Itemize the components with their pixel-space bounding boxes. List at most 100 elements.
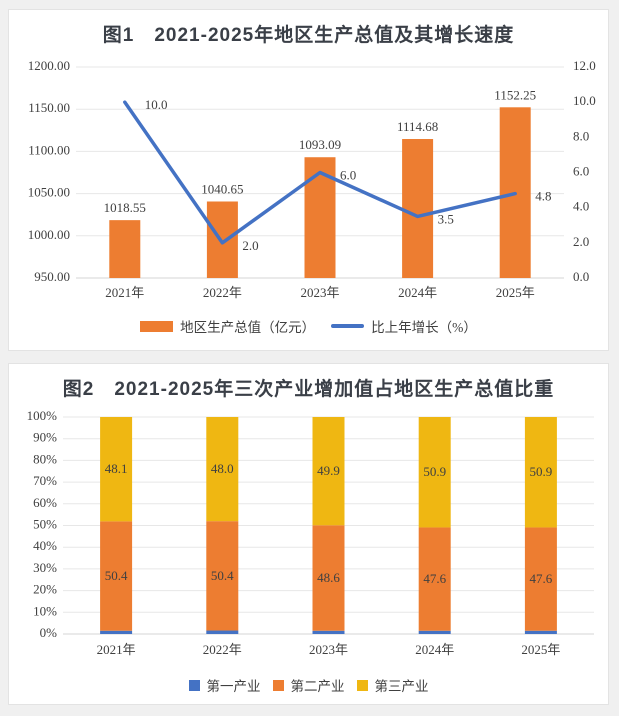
svg-text:10.0: 10.0 [573, 93, 596, 108]
svg-text:40%: 40% [33, 538, 57, 553]
legend-item-gdp: 地区生产总值（亿元） [140, 316, 315, 336]
svg-text:60%: 60% [33, 495, 57, 510]
svg-text:2024年: 2024年 [398, 285, 437, 300]
svg-text:2022年: 2022年 [203, 285, 242, 300]
secondary-industry-swatch-icon [272, 679, 284, 691]
svg-text:1000.00: 1000.00 [28, 227, 70, 242]
svg-text:1040.65: 1040.65 [201, 181, 243, 196]
chart2-title: 图2 2021-2025年三次产业增加值占地区生产总值比重 [62, 379, 555, 400]
svg-text:2025年: 2025年 [521, 642, 560, 657]
svg-text:2.0: 2.0 [242, 238, 258, 253]
chart1-plot: 950.00 1000.00 1050.00 1100.00 1150.00 1200.0… [28, 58, 596, 300]
stacked-segment [312, 630, 345, 634]
svg-text:2023年: 2023年 [300, 285, 339, 300]
svg-text:100%: 100% [27, 408, 58, 423]
secondary-industry-label: 第二产业 [290, 679, 345, 694]
svg-text:2021年: 2021年 [97, 642, 136, 657]
svg-text:49.9: 49.9 [317, 463, 340, 478]
growth-line-path [123, 100, 517, 245]
gdp-bar [402, 139, 434, 278]
chart1-card: 图1 2021-2025年地区生产总值及其增长速度 950.00 1000.00 1… [8, 9, 609, 351]
svg-text:0%: 0% [40, 625, 58, 640]
svg-text:950.00: 950.00 [34, 269, 70, 284]
svg-text:20%: 20% [33, 582, 57, 597]
gdp-bar [109, 220, 141, 278]
stacked-segment [418, 417, 451, 528]
svg-text:4.0: 4.0 [573, 199, 589, 214]
chart2-legend: 第一产业 第二产业 第三产业 [9, 675, 608, 695]
data-labels: 50.4 48.1 50.4 48.0 48.6 49.9 47.6 50.9 47.6 50.9 [105, 461, 553, 586]
legend-item-growth: 比上年增长（%） [331, 316, 477, 336]
primary-industry-label: 第一产业 [206, 679, 261, 694]
svg-text:1150.00: 1150.00 [28, 100, 70, 115]
svg-text:2021年: 2021年 [105, 285, 144, 300]
chart1-title: 图1 2021-2025年地区生产总值及其增长速度 [102, 25, 515, 46]
svg-text:48.6: 48.6 [317, 570, 340, 585]
svg-text:10%: 10% [33, 603, 57, 618]
growth-series-label: 比上年增长（%） [371, 320, 477, 335]
gdp-bar [304, 157, 336, 278]
stacked-segment [206, 630, 239, 634]
legend-item-secondary-industry: 第二产业 [272, 675, 345, 695]
svg-text:70%: 70% [33, 473, 57, 488]
stacked-segment [312, 417, 345, 526]
svg-text:2.0: 2.0 [573, 234, 589, 249]
chart2-plot: 0% 10% 20% 30% 40% 50% 60% 70% 80% 90% 100% 2021年 20… [27, 408, 594, 657]
gdp-series-label: 地区生产总值（亿元） [180, 320, 316, 335]
svg-text:50.9: 50.9 [530, 464, 553, 479]
svg-text:6.0: 6.0 [340, 167, 356, 182]
stacked-segment [524, 527, 557, 631]
svg-text:1018.55: 1018.55 [104, 200, 146, 215]
tertiary-industry-swatch-icon [356, 679, 368, 691]
svg-text:8.0: 8.0 [573, 128, 589, 143]
stacked-segment [418, 527, 451, 631]
svg-text:1093.09: 1093.09 [299, 137, 341, 152]
growth-line-swatch-icon [331, 324, 365, 328]
svg-text:47.6: 47.6 [423, 571, 446, 586]
svg-text:2024年: 2024年 [415, 642, 454, 657]
stacked-bars [100, 417, 557, 634]
stacked-segment [312, 525, 345, 631]
stacked-segment [418, 630, 451, 634]
stacked-segment [524, 417, 557, 528]
svg-text:1100.00: 1100.00 [28, 142, 70, 157]
svg-text:1152.25: 1152.25 [494, 87, 536, 102]
svg-text:80%: 80% [33, 451, 57, 466]
svg-text:48.1: 48.1 [105, 461, 128, 476]
stacked-segment [206, 521, 239, 631]
svg-text:90%: 90% [33, 430, 57, 445]
chart1-legend: 地区生产总值（亿元） 比上年增长（%） [9, 316, 608, 336]
data-labels: 1018.55 1040.65 1093.09 1114.68 1152.25 10.0 2… [104, 87, 552, 253]
chart2-card: 图2 2021-2025年三次产业增加值占地区生产总值比重 0% 10% 20% 30… [8, 363, 609, 705]
tertiary-industry-label: 第三产业 [374, 679, 429, 694]
svg-text:1050.00: 1050.00 [28, 185, 70, 200]
stacked-segment [100, 417, 133, 522]
svg-text:2025年: 2025年 [496, 285, 535, 300]
legend-item-primary-industry: 第一产业 [188, 675, 261, 695]
svg-text:48.0: 48.0 [211, 461, 234, 476]
svg-text:2022年: 2022年 [203, 642, 242, 657]
svg-text:10.0: 10.0 [145, 97, 168, 112]
svg-text:6.0: 6.0 [573, 163, 589, 178]
svg-text:4.8: 4.8 [535, 189, 551, 204]
svg-text:50%: 50% [33, 516, 57, 531]
svg-text:1114.68: 1114.68 [397, 119, 438, 134]
gdp-bar [206, 201, 238, 278]
axis-labels: 0% 10% 20% 30% 40% 50% 60% 70% 80% 90% 100% 2021年 20… [27, 408, 561, 657]
svg-text:1200.00: 1200.00 [28, 58, 70, 73]
svg-text:30%: 30% [33, 560, 57, 575]
svg-text:47.6: 47.6 [530, 571, 553, 586]
svg-text:0.0: 0.0 [573, 269, 589, 284]
svg-text:12.0: 12.0 [573, 58, 596, 73]
svg-text:50.9: 50.9 [423, 464, 446, 479]
gdp-bars [109, 107, 531, 279]
stacked-segment [100, 521, 133, 631]
gdp-bar-swatch-icon [140, 320, 174, 332]
growth-line [123, 100, 517, 245]
primary-industry-swatch-icon [188, 679, 200, 691]
stacked-segment [206, 417, 239, 522]
legend-item-tertiary-industry: 第三产业 [356, 675, 429, 695]
stacked-segment [100, 630, 133, 634]
stacked-segment [524, 630, 557, 634]
